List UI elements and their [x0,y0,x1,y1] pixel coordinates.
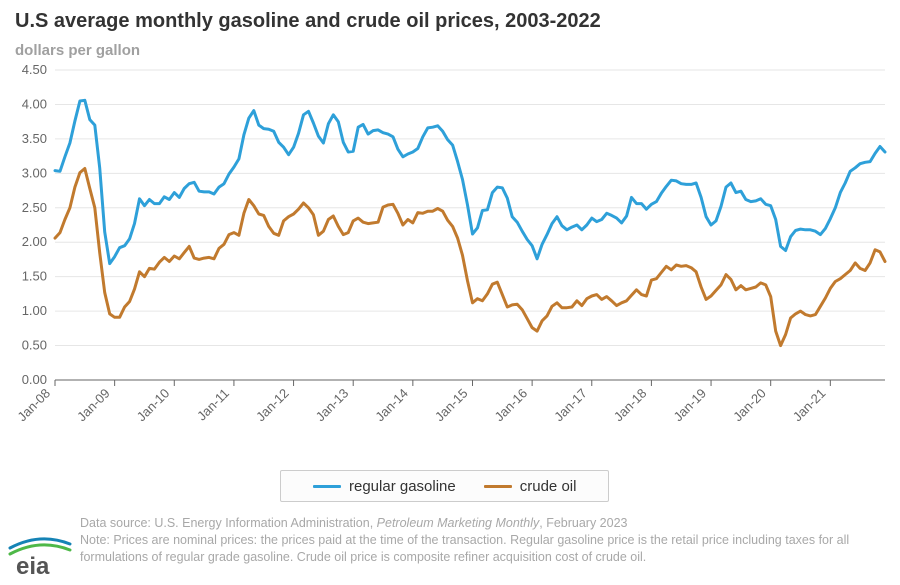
legend-swatch [484,485,512,488]
svg-text:Jan-20: Jan-20 [730,386,769,425]
svg-text:Jan-17: Jan-17 [551,386,590,425]
svg-text:Jan-21: Jan-21 [790,386,829,425]
legend-label: crude oil [520,478,577,495]
legend-item: regular gasoline [313,478,456,495]
svg-text:1.00: 1.00 [22,303,47,318]
svg-text:Jan-18: Jan-18 [611,386,650,425]
legend-label: regular gasoline [349,478,456,495]
chart-svg: 0.00 0.50 1.00 1.50 2.00 2.50 3.00 3.50 4.00 4.50… [0,60,900,460]
svg-text:4.00: 4.00 [22,96,47,111]
svg-text:Jan-11: Jan-11 [194,386,232,424]
svg-text:2.00: 2.00 [22,234,47,249]
svg-text:eia: eia [16,553,50,578]
legend-item: crude oil [484,478,577,495]
svg-text:2.50: 2.50 [22,200,47,215]
svg-text:0.50: 0.50 [22,338,47,353]
svg-text:Jan-08: Jan-08 [14,386,53,425]
svg-text:3.50: 3.50 [22,131,47,146]
svg-text:1.50: 1.50 [22,269,47,284]
svg-text:3.00: 3.00 [22,165,47,180]
eia-logo: eia [8,534,72,578]
svg-text:Jan-09: Jan-09 [74,386,113,425]
source-italic: Petroleum Marketing Monthly [377,516,540,530]
svg-text:Jan-12: Jan-12 [253,386,292,425]
y-axis-label: dollars per gallon [15,42,140,59]
chart-title: U.S average monthly gasoline and crude o… [15,10,601,33]
svg-text:0.00: 0.00 [22,372,47,387]
svg-text:4.50: 4.50 [22,62,47,77]
svg-text:Jan-15: Jan-15 [432,386,471,425]
legend: regular gasoline crude oil [280,470,609,502]
chart-container: { "title": "U.S average monthly gasoline… [0,0,900,585]
svg-text:Jan-14: Jan-14 [372,386,411,425]
svg-text:Jan-10: Jan-10 [134,386,173,425]
legend-swatch [313,485,341,488]
footer-note: Data source: U.S. Energy Information Adm… [80,515,880,566]
source-suffix: , February 2023 [539,516,627,530]
source-prefix: Data source: U.S. Energy Information Adm… [80,516,377,530]
note-text: Note: Prices are nominal prices: the pri… [80,533,849,564]
svg-text:Jan-16: Jan-16 [492,386,531,425]
svg-text:Jan-13: Jan-13 [313,386,352,425]
svg-text:Jan-19: Jan-19 [670,386,709,425]
